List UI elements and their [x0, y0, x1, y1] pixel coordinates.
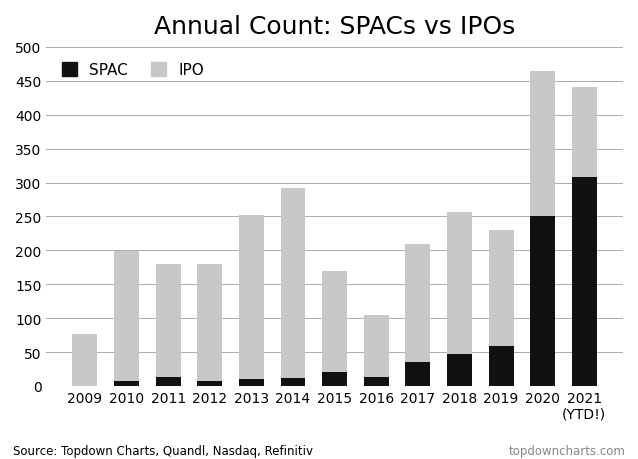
Bar [197, 264, 222, 381]
Bar [364, 315, 389, 377]
Text: Source: Topdown Charts, Quandl, Nasdaq, Refinitiv: Source: Topdown Charts, Quandl, Nasdaq, … [13, 444, 313, 457]
Bar [114, 252, 139, 381]
Bar [322, 271, 347, 373]
Bar [364, 377, 389, 386]
Title: Annual Count: SPACs vs IPOs: Annual Count: SPACs vs IPOs [154, 15, 516, 39]
Bar [281, 378, 306, 386]
Bar [530, 72, 555, 217]
Bar [156, 264, 181, 377]
Legend: SPAC, IPO: SPAC, IPO [54, 56, 212, 86]
Bar [156, 377, 181, 386]
Text: topdowncharts.com: topdowncharts.com [508, 444, 625, 457]
Bar [239, 379, 264, 386]
Bar [405, 363, 430, 386]
Bar [405, 244, 430, 363]
Bar [197, 381, 222, 386]
Bar [489, 230, 514, 346]
Bar [447, 213, 472, 354]
Bar [530, 217, 555, 386]
Bar [572, 178, 597, 386]
Bar [73, 334, 98, 386]
Bar [239, 216, 264, 379]
Bar [322, 373, 347, 386]
Bar [572, 88, 597, 178]
Bar [114, 381, 139, 386]
Bar [489, 346, 514, 386]
Bar [281, 189, 306, 378]
Bar [447, 354, 472, 386]
